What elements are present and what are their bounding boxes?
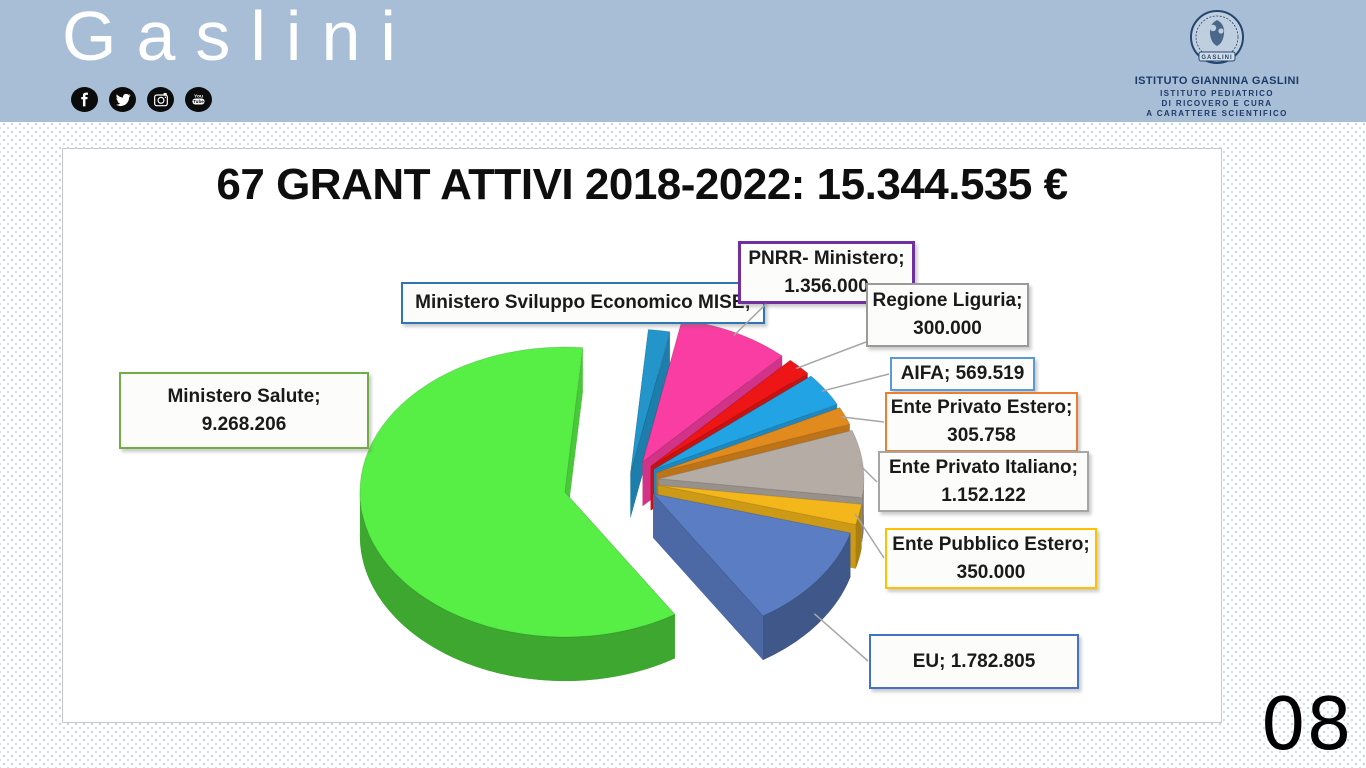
institute-seal-icon: GASLINI <box>1190 10 1244 64</box>
seal-banner-text: GASLINI <box>1201 55 1232 61</box>
pie-chart <box>359 319 865 682</box>
pie-slice-cut-wall <box>653 493 763 660</box>
pie-slice-eu <box>651 492 852 660</box>
pie-label-aifa: AIFA; 569.519 <box>890 357 1035 391</box>
svg-text:Tube: Tube <box>193 99 204 104</box>
brand-wordmark: Gaslini <box>62 0 416 75</box>
pie-slice-rim-wall <box>359 492 675 682</box>
youtube-icon[interactable]: You Tube <box>185 87 212 112</box>
pie-slice-top <box>629 328 671 475</box>
pie-label-value: 9.268.206 <box>201 413 287 435</box>
chart-title: 67 GRANT ATTIVI 2018-2022: 15.344.535 € <box>216 160 1068 209</box>
pie-label-name: EU; 1.782.805 <box>912 650 1036 672</box>
pie-slice-top <box>651 492 852 617</box>
pie-label-value: 300.000 <box>913 318 982 339</box>
pie-label-ministero-salute: Ministero Salute; 9.268.206 <box>119 372 369 449</box>
pie-slice-top <box>359 346 676 638</box>
pie-label-ministero-sviluppo-economico-mise: Ministero Sviluppo Economico MISE; <box>401 282 765 324</box>
svg-text:You: You <box>194 93 203 99</box>
facebook-glyph <box>81 92 88 107</box>
pie-label-value: 350.000 <box>956 561 1026 583</box>
facebook-icon[interactable] <box>71 87 98 112</box>
pie-label-name: Regione Liguria; <box>872 290 1023 311</box>
pie-label-name: AIFA; 569.519 <box>900 363 1025 384</box>
pie-slice-rim-wall <box>763 533 851 660</box>
institute-logo: GASLINI ISTITUTO GIANNINA GASLINI ISTITU… <box>1126 8 1308 119</box>
pie-slice-cut-wall <box>630 331 670 518</box>
youtube-glyph: You Tube <box>192 93 205 105</box>
institute-descriptor-line: ISTITUTO PEDIATRICO <box>1160 89 1274 98</box>
pie-label-ente-privato-estero: Ente Privato Estero; 305.758 <box>885 392 1078 452</box>
header-band: Gaslini You Tube <box>0 0 1366 122</box>
pie-label-value: 1.356.000 <box>784 275 869 297</box>
pie-label-name: Ente Pubblico Estero; <box>892 533 1090 555</box>
twitter-icon[interactable] <box>109 87 136 112</box>
pie-label-value: 305.758 <box>947 425 1016 446</box>
pie-label-name: Ministero Sviluppo Economico MISE; <box>415 292 751 313</box>
pie-label-name: Ministero Salute; <box>167 385 321 407</box>
chart-panel: 67 GRANT ATTIVI 2018-2022: 15.344.535 € … <box>62 148 1222 723</box>
pie-label-value: 1.152.122 <box>941 484 1026 506</box>
institute-name: ISTITUTO GIANNINA GASLINI <box>1134 75 1300 87</box>
instagram-glyph <box>153 92 168 106</box>
pie-slice-top <box>656 407 851 474</box>
pie-label-ente-pubblico-estero: Ente Pubblico Estero; 350.000 <box>885 528 1097 589</box>
pie-label-regione-liguria: Regione Liguria; 300.000 <box>866 283 1029 347</box>
pie-label-name: Ente Privato Estero; <box>890 397 1073 418</box>
pie-label-name: Ente Privato Italiano; <box>889 456 1078 478</box>
pie-label-name: PNRR- Ministero; <box>748 247 905 269</box>
social-icons: You Tube <box>71 87 212 112</box>
twitter-glyph <box>115 93 131 106</box>
pie-slice-ministero-salute <box>359 346 676 682</box>
pie-label-ente-privato-italiano: Ente Privato Italiano; 1.152.122 <box>878 451 1089 512</box>
pie-slice-cut-wall <box>564 347 583 537</box>
institute-descriptor-line: DI RICOVERO E CURA <box>1161 99 1273 108</box>
instagram-icon[interactable] <box>147 87 174 112</box>
pie-label-eu: EU; 1.782.805 <box>869 634 1079 689</box>
page-number: 08 <box>1260 682 1352 766</box>
institute-descriptor: ISTITUTO PEDIATRICO DI RICOVERO E CURA A… <box>1126 89 1308 119</box>
institute-descriptor-line: A CARATTERE SCIENTIFICO <box>1146 109 1288 118</box>
